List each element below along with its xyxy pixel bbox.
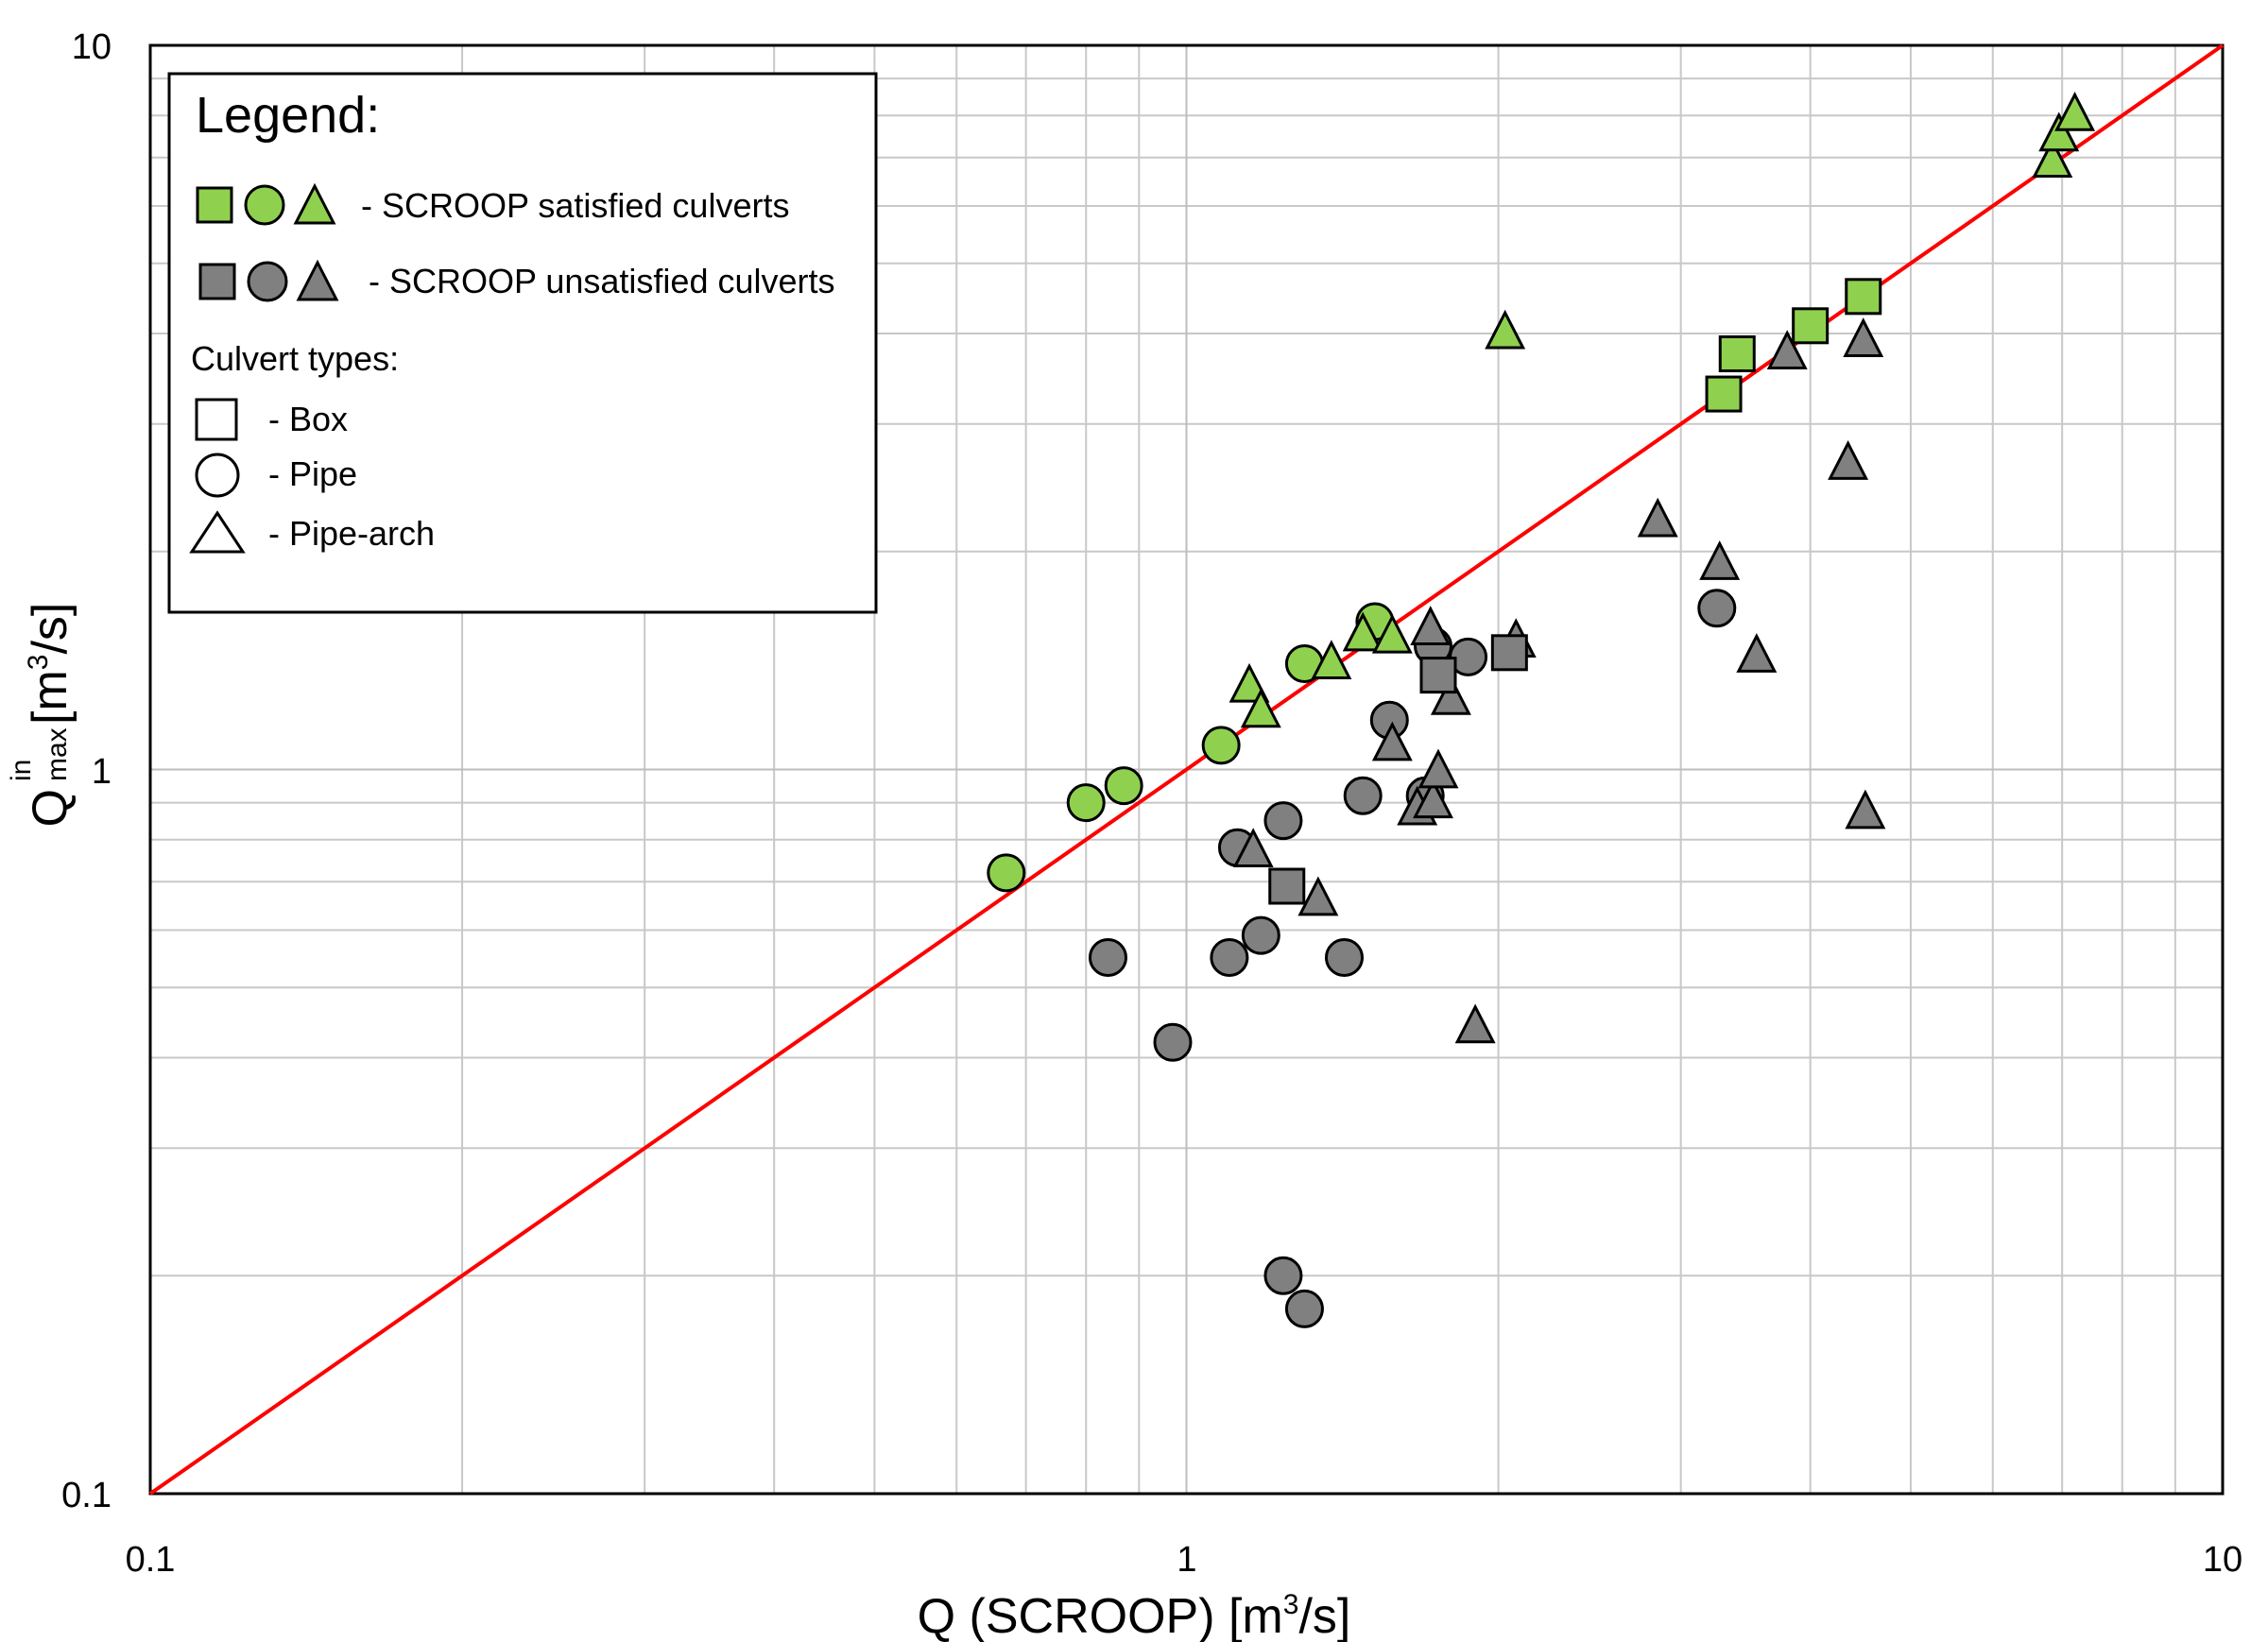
legend: Legend: - SCROOP satisfied culverts - SC… [167, 72, 878, 614]
point-unsatisfied-triangle-11 [1699, 540, 1741, 580]
point-unsatisfied-triangle-6 [1410, 606, 1452, 645]
legend-box-label: - Box [268, 400, 348, 438]
point-unsatisfied-circle-6 [1263, 1256, 1303, 1295]
point-unsatisfied-square-0 [1268, 867, 1306, 905]
legend-arch-label: - Pipe-arch [268, 514, 435, 553]
legend-satisfied-label: - SCROOP satisfied culverts [361, 186, 789, 225]
point-unsatisfied-circle-14 [1697, 589, 1737, 628]
point-unsatisfied-circle-4 [1241, 915, 1280, 955]
point-satisfied-square-0 [1705, 375, 1743, 413]
point-unsatisfied-triangle-13 [1766, 330, 1808, 370]
legend-satisfied-circle-icon [244, 184, 285, 226]
svg-text:max: max [42, 727, 73, 781]
point-unsatisfied-triangle-14 [1828, 440, 1869, 480]
legend-satisfied-triangle-icon [293, 182, 336, 225]
point-satisfied-circle-0 [987, 853, 1026, 893]
point-unsatisfied-triangle-2 [1371, 721, 1413, 761]
svg-text:Q: Q [23, 789, 77, 827]
point-satisfied-triangle-7 [2038, 111, 2080, 152]
svg-text:in: in [6, 760, 37, 781]
gridlines [150, 45, 2223, 1495]
x-tick-label-0: 0.1 [126, 1540, 176, 1580]
point-unsatisfied-triangle-5 [1418, 748, 1459, 789]
legend-pipe-circle-icon [195, 453, 240, 498]
point-satisfied-triangle-3 [1342, 611, 1383, 652]
point-unsatisfied-triangle-1 [1297, 876, 1339, 916]
point-satisfied-triangle-0 [1228, 662, 1270, 703]
y-tick-label-0: 0.1 [61, 1476, 112, 1515]
point-satisfied-square-2 [1792, 307, 1830, 345]
point-unsatisfied-triangle-15 [1843, 317, 1884, 357]
legend-unsatisfied-triangle-icon [296, 259, 339, 301]
point-satisfied-triangle-1 [1240, 688, 1281, 728]
point-satisfied-circle-1 [1066, 783, 1106, 823]
point-satisfied-circle-3 [1201, 726, 1241, 765]
point-satisfied-triangle-4 [1371, 613, 1413, 654]
point-unsatisfied-circle-5 [1263, 801, 1303, 841]
legend-satisfied-square-icon [196, 186, 233, 224]
point-satisfied-square-3 [1845, 278, 1882, 316]
legend-unsatisfied-circle-icon [247, 261, 288, 302]
x-tick-label-2: 10 [2203, 1540, 2242, 1580]
point-unsatisfied-triangle-4 [1413, 778, 1453, 819]
legend-box [167, 72, 878, 614]
legend-unsatisfied-square-icon [198, 263, 236, 300]
point-unsatisfied-triangle-0 [1232, 828, 1274, 868]
legend-title: Legend: [196, 87, 380, 144]
plot-area-frame [148, 43, 2225, 1496]
point-unsatisfied-circle-7 [1284, 1289, 1324, 1328]
point-unsatisfied-triangle-10 [1637, 497, 1678, 538]
point-unsatisfied-square-2 [1490, 634, 1528, 672]
point-satisfied-square-1 [1718, 335, 1756, 373]
data-points [987, 91, 2096, 1328]
point-satisfied-triangle-5 [1485, 309, 1526, 350]
point-satisfied-triangle-2 [1311, 640, 1352, 679]
legend-arch-triangle-icon [189, 510, 246, 554]
legend-pipe-label: - Pipe [268, 454, 357, 493]
point-unsatisfied-square-1 [1419, 657, 1457, 694]
svg-text:[m3/s]: [m3/s] [23, 603, 77, 725]
point-unsatisfied-circle-9 [1343, 776, 1383, 815]
x-tick-label-1: 1 [1177, 1540, 1196, 1580]
y-tick-label-1: 1 [92, 752, 112, 792]
legend-box-square-icon [195, 398, 238, 441]
point-unsatisfied-triangle-12 [1736, 633, 1778, 673]
point-satisfied-triangle-6 [2032, 138, 2073, 179]
y-tick-label-2: 10 [72, 27, 112, 67]
legend-types-title: Culvert types: [191, 339, 399, 378]
point-unsatisfied-circle-8 [1324, 938, 1364, 978]
point-unsatisfied-circle-0 [1088, 938, 1127, 978]
y-axis-title: Q in max [m3/s] [6, 603, 77, 828]
point-unsatisfied-triangle-16 [1845, 789, 1886, 830]
point-satisfied-triangle-8 [2054, 91, 2096, 131]
point-unsatisfied-triangle-7 [1430, 675, 1471, 715]
point-unsatisfied-triangle-8 [1454, 1003, 1496, 1044]
point-unsatisfied-circle-1 [1153, 1022, 1193, 1062]
point-unsatisfied-circle-2 [1210, 938, 1249, 978]
point-satisfied-circle-2 [1104, 766, 1143, 806]
x-axis-title: Q (SCROOP) [m3/s] [918, 1589, 1351, 1642]
legend-unsatisfied-label: - SCROOP unsatisfied culverts [369, 262, 835, 300]
